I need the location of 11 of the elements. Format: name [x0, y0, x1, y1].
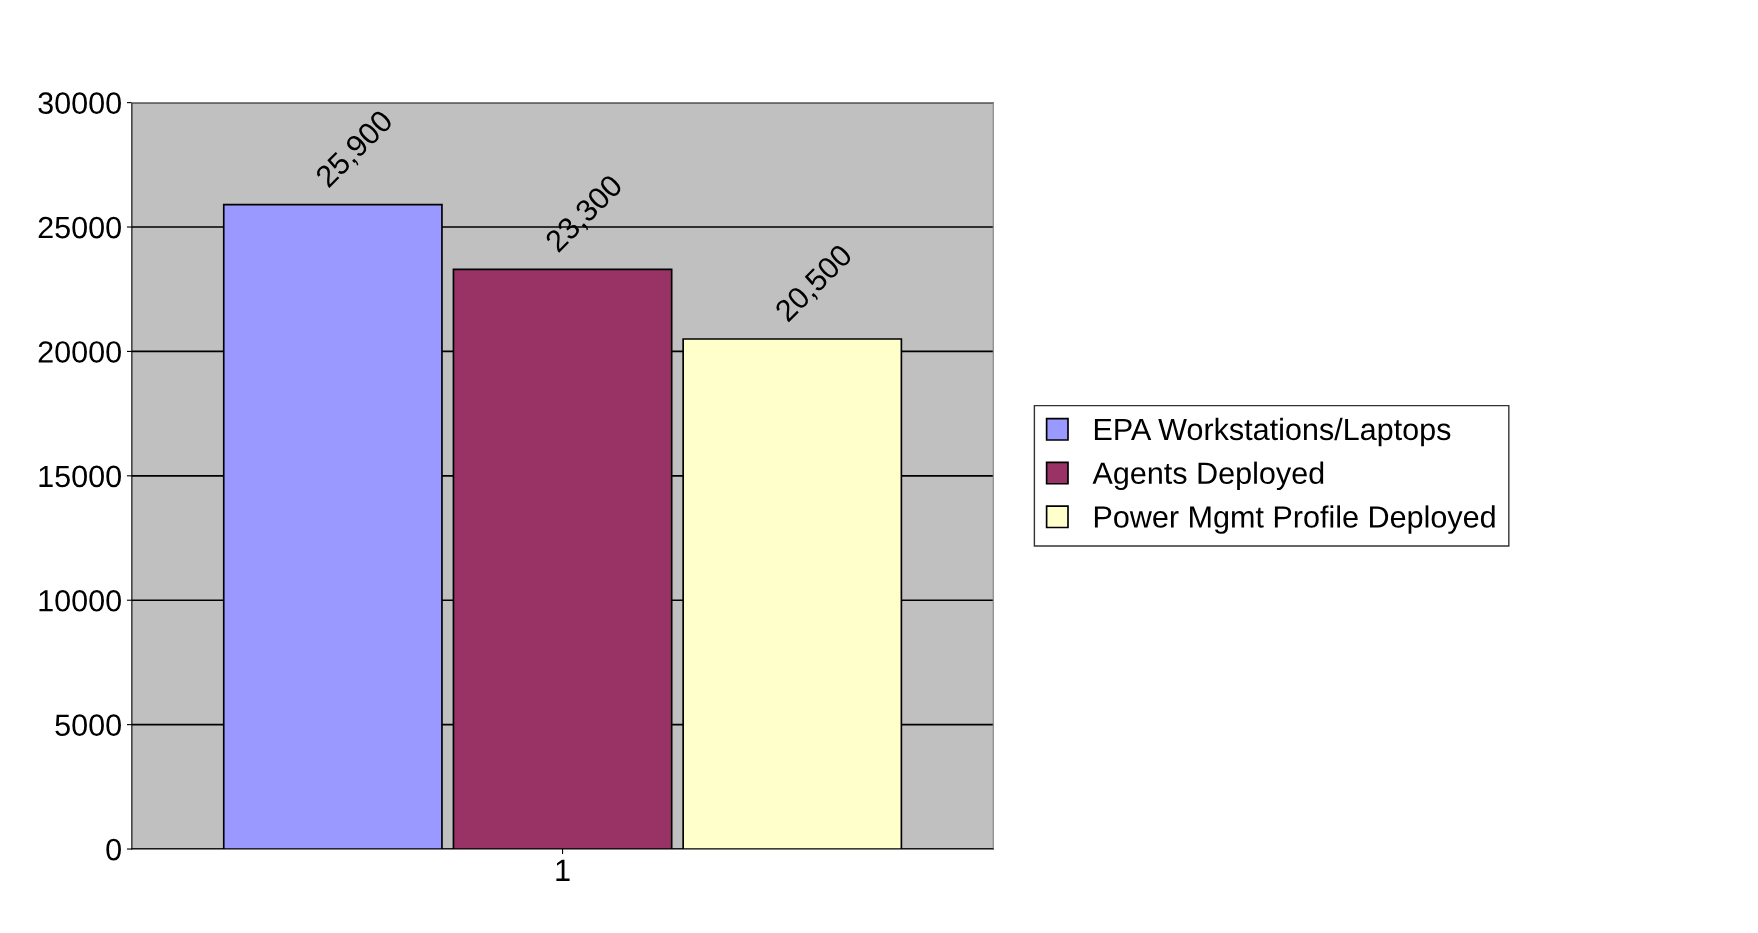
y-tick-label: 30000 — [38, 92, 121, 114]
y-tick-label: 15000 — [39, 465, 121, 488]
y-tick-label: 0 — [106, 838, 121, 861]
x-tick-label: 1 — [556, 859, 570, 881]
y-tick-label: 25000 — [38, 216, 121, 239]
y-tick-label: 20000 — [38, 341, 121, 363]
y-tick-label: 5000 — [55, 714, 121, 736]
legend-label: Power Mgmt Profile Deployed — [1094, 505, 1495, 534]
legend-label: Agents Deployed — [1092, 461, 1324, 491]
legend-label: EPA Workstations/Laptops — [1094, 417, 1451, 447]
y-tick-label: 10000 — [39, 589, 121, 612]
